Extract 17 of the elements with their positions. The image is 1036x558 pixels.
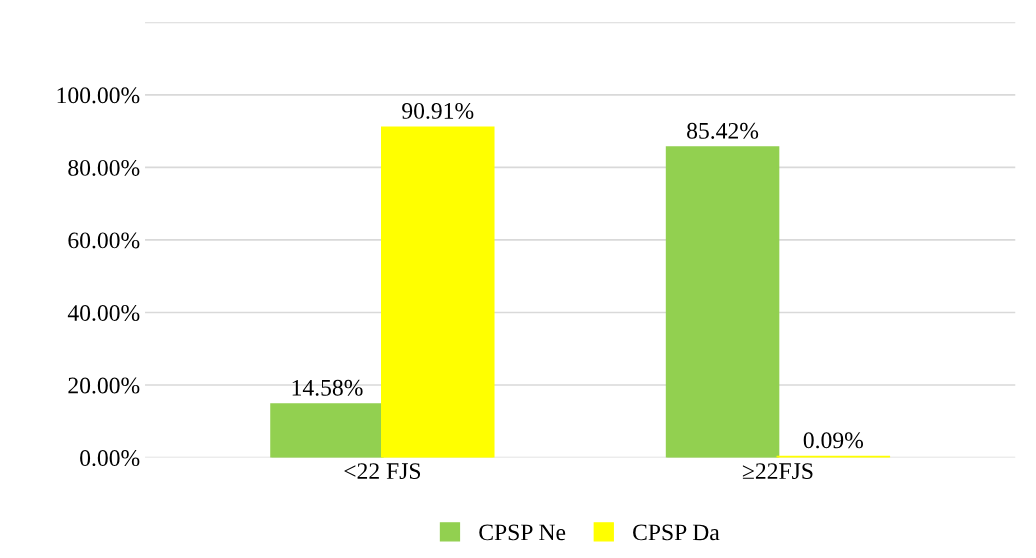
x-tick-label: <22 FJS [344, 463, 421, 480]
y-tick-label: 40.00% [67, 304, 140, 322]
text: 14.58% [292, 379, 363, 396]
x-tick-label: ≥22FJS [742, 463, 813, 480]
bar [380, 126, 495, 458]
bar [665, 146, 780, 458]
bar [270, 403, 384, 458]
y-tick-label: 60.00% [68, 232, 140, 249]
y-tick-label: 20.00% [68, 377, 140, 394]
text: 85.42% [687, 122, 759, 139]
y-tick-label: 100.00% [57, 87, 140, 104]
y-tick-label: 0.00% [80, 450, 140, 467]
legend-label: CPSP Da [633, 524, 720, 541]
text: 0.09% [803, 432, 864, 449]
text: 90.91% [402, 102, 474, 119]
y-tick-label: 80.00% [68, 159, 140, 176]
legend-label: CPSP Ne [479, 524, 566, 541]
